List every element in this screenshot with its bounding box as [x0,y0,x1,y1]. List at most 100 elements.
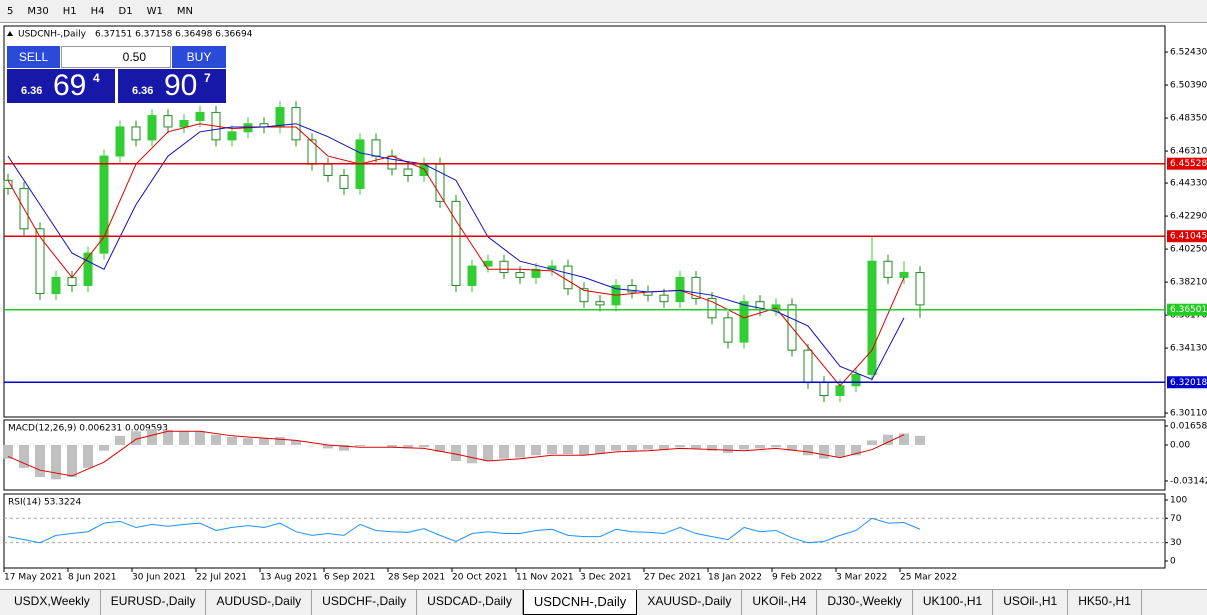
macd-bar [67,444,77,478]
candle-body [323,163,333,176]
chart-tab[interactable]: UKOil-,H4 [742,590,818,615]
ask-box[interactable]: 6.36 90 7 [118,69,226,103]
ask-sup: 7 [204,71,211,85]
chart-tab[interactable]: USOil-,H1 [993,590,1069,615]
macd-bar [339,444,349,451]
timeframe-button[interactable]: M30 [27,5,49,17]
macd-bar [227,436,237,445]
bid-box[interactable]: 6.36 69 4 [7,69,115,103]
candle-body [595,301,605,306]
macd-title: MACD(12,26,9) 0.006231 0.009593 [8,424,168,434]
macd-bar [467,444,477,464]
macd-bar [243,438,253,445]
chart-tab[interactable]: EURUSD-,Daily [101,590,207,615]
candle-body [883,260,893,278]
chart-tab[interactable]: USDCHF-,Daily [312,590,418,615]
timeframe-button[interactable]: W1 [146,5,163,17]
candle-body [579,288,589,303]
lot-input[interactable]: 0.50 [61,46,171,68]
macd-bar [275,436,285,445]
chart-tab[interactable]: DJ30-,Weekly [817,590,913,615]
y-tick-label: 6.52430 [1170,48,1207,58]
buy-button[interactable]: BUY [172,46,226,68]
x-tick-label: 30 Jun 2021 [132,573,186,583]
candle-body [147,115,157,141]
candle-body [115,126,125,157]
chart-tab[interactable]: USDCNH-,Daily [522,590,638,615]
macd-bar [915,435,925,445]
chart-tab[interactable]: UK100-,H1 [913,590,994,615]
price-level-tag [1167,230,1207,243]
candle-body [499,260,509,274]
rsi-title: RSI(14) 53.3224 [8,498,81,508]
rsi-line [7,517,921,544]
candle-body [227,131,237,141]
macd-bar [579,444,589,456]
chart-tab[interactable]: HK50-,H1 [1068,590,1142,615]
y-tick-label: 6.40250 [1170,245,1207,255]
macd-bar [675,444,685,448]
timeframe-button[interactable]: H4 [90,5,105,17]
candle-body [675,276,685,303]
x-tick-label: 9 Feb 2022 [772,573,822,583]
macd-bar [131,431,141,445]
candle-body [691,276,701,299]
macd-bar [211,434,221,445]
candle-body [707,297,717,319]
y-tick-label: 6.38210 [1170,278,1207,288]
x-tick-label: 25 Mar 2022 [900,573,957,583]
x-tick-label: 6 Sep 2021 [324,573,375,583]
candle-body [723,317,733,343]
macd-bar [403,444,413,449]
chart-tab[interactable]: AUDUSD-,Daily [206,590,313,615]
chart-tab[interactable]: XAUUSD-,Daily [637,590,743,615]
macd-bar [419,444,429,448]
timeframe-button[interactable]: D1 [118,5,133,17]
price-level-tag [1167,303,1207,316]
macd-bar [851,444,861,456]
macd-bar [179,431,189,445]
chart-tab[interactable]: USDCAD-,Daily [417,590,523,615]
trade-panel: SELL 0.50 BUY 6.36 69 4 6.36 90 7 [7,46,226,103]
candle-body [563,265,573,290]
y-tick-label: 100 [1170,495,1187,505]
candle-body [627,284,637,293]
candle-body [51,276,61,295]
macd-bar [147,428,157,445]
chart-title: USDCNH-,Daily [18,30,87,40]
collapse-icon[interactable] [7,31,13,36]
macd-bar [3,444,13,459]
macd-signal [7,430,905,477]
x-tick-label: 3 Dec 2021 [580,573,632,583]
timeframe-button[interactable]: MN [176,5,193,17]
y-tick-label: 0.00 [1170,440,1190,450]
price-level-label: 6.41045 [1170,232,1207,242]
candle-body [659,294,669,303]
timeframe-button[interactable]: H1 [62,5,77,17]
macd-bar [195,431,205,445]
macd-bar [755,444,765,449]
macd-bar [355,444,365,447]
candle-body [819,382,829,396]
y-tick-label: -0.03142 [1170,476,1207,486]
sell-button[interactable]: SELL [7,46,60,68]
candle-body [915,272,925,306]
macd-bar [563,444,573,455]
macd-bar [835,444,845,458]
candle-body [163,115,173,128]
timeframe-button[interactable]: 5 [7,5,14,17]
timeframe-toolbar: 5 M30 H1 H4 D1 W1 MN [0,0,1207,23]
candle-body [195,111,205,121]
y-tick-label: 6.44330 [1170,179,1207,189]
chart-tab[interactable]: USDX,Weekly [4,590,101,615]
y-tick-label: 30 [1170,538,1182,548]
macd-bar [515,444,525,458]
candle-body [851,373,861,387]
macd-bar [739,444,749,450]
macd-bar [899,433,909,445]
x-tick-label: 11 Nov 2021 [516,573,574,583]
macd-bar [883,434,893,445]
macd-bar [867,440,877,445]
